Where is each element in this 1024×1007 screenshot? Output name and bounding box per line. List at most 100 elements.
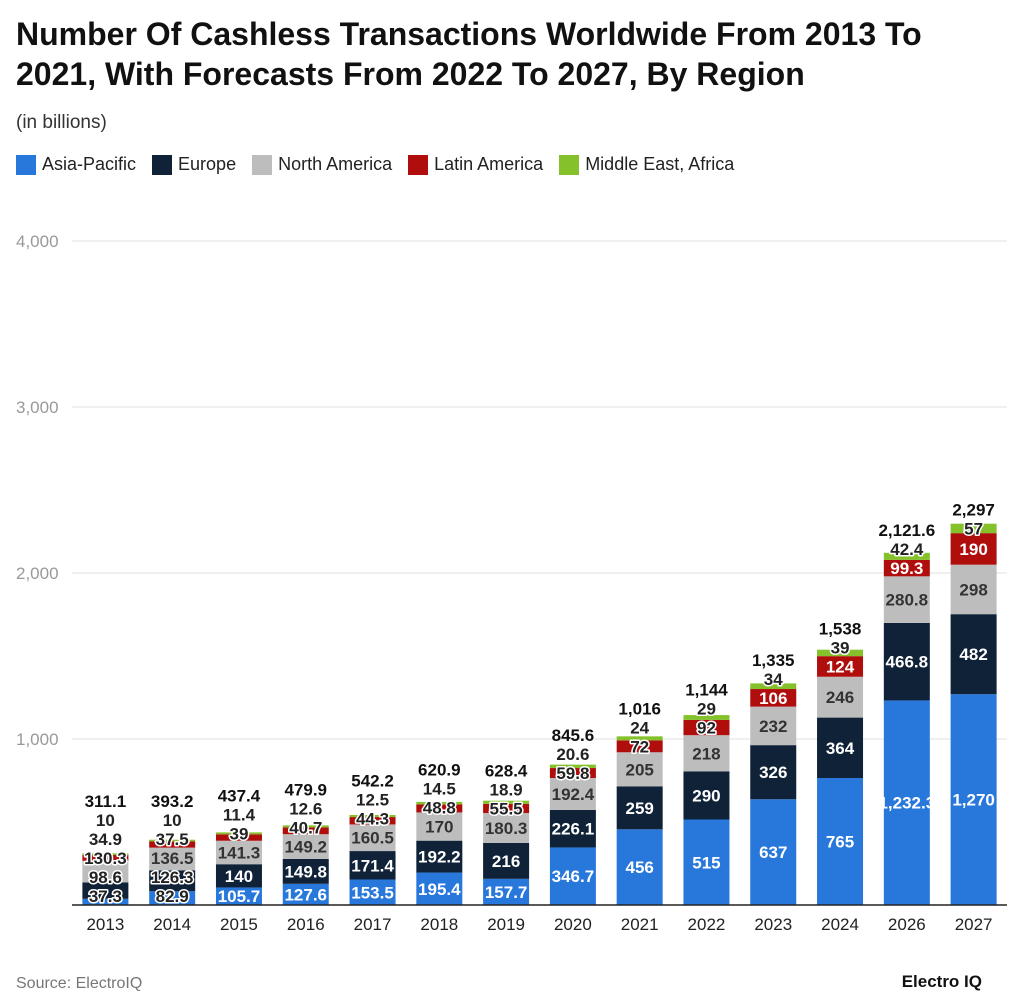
legend: Asia-Pacific Europe North America Latin Ame… <box>16 154 734 175</box>
x-tick-label: 2018 <box>420 915 458 934</box>
data-label: 153.5 <box>351 883 394 902</box>
data-label: 205 <box>625 760 653 779</box>
bar-segment <box>416 812 463 841</box>
total-label: 1,538 <box>819 619 862 638</box>
bar-segment <box>215 832 262 835</box>
bar-segment <box>416 840 463 873</box>
data-label: 39 <box>230 824 249 843</box>
bar-segment <box>416 804 463 813</box>
y-tick-label: 4,000 <box>16 232 59 251</box>
bar-segment <box>616 736 663 741</box>
data-label: 157.7 <box>485 883 528 902</box>
bar-segment <box>950 564 997 615</box>
data-label: 98.6 <box>89 868 122 887</box>
data-label: 11.4 <box>223 805 256 824</box>
bar-segment <box>416 872 463 905</box>
bar-segment <box>549 847 596 905</box>
bar-segment <box>616 829 663 905</box>
data-label: 72 <box>630 737 649 756</box>
legend-label: North America <box>278 154 393 174</box>
data-label: 346.7 <box>552 867 595 886</box>
data-label: 12.5 <box>356 791 389 810</box>
data-label: 192.2 <box>418 848 461 867</box>
legend-swatch <box>408 154 429 175</box>
data-label: 190 <box>959 540 987 559</box>
data-label: 29 <box>697 700 716 719</box>
x-tick-label: 2027 <box>955 915 993 934</box>
bar-segment <box>616 752 663 787</box>
data-label: 149.2 <box>284 838 327 857</box>
data-label: 1,232.3 <box>878 794 935 813</box>
total-label: 542.2 <box>351 772 394 791</box>
bar-segment <box>549 777 596 810</box>
bar-segment <box>883 559 930 577</box>
bar-segment <box>483 878 530 905</box>
data-label: 364 <box>826 739 855 758</box>
data-label: 482 <box>959 645 987 664</box>
data-label: 37.5 <box>156 830 189 849</box>
y-tick-label: 1,000 <box>16 730 59 749</box>
legend-swatch <box>16 154 36 175</box>
data-label: 637 <box>759 843 787 862</box>
bar-segment <box>616 786 663 830</box>
bar-segment <box>282 834 329 859</box>
data-label: 141.3 <box>218 843 261 862</box>
data-label: 466.8 <box>886 653 929 672</box>
data-label: 10 <box>96 811 115 830</box>
bar-segment <box>750 799 797 905</box>
total-label: 1,016 <box>618 699 661 718</box>
data-label: 55.5 <box>490 799 523 818</box>
total-label: 628.4 <box>485 761 528 780</box>
data-label: 130.3 <box>84 849 127 868</box>
x-tick-label: 2014 <box>153 915 191 934</box>
legend-swatch <box>252 154 273 175</box>
data-label: 218 <box>692 744 720 763</box>
x-tick-label: 2021 <box>621 915 659 934</box>
bar-segment <box>683 719 730 736</box>
data-label: 42.4 <box>890 540 924 559</box>
data-label: 298 <box>959 580 987 599</box>
data-label: 326 <box>759 763 787 782</box>
data-label: 99.3 <box>890 559 923 578</box>
bar-segment <box>817 717 864 779</box>
legend-item: Europe <box>152 154 236 175</box>
chart-title: Number Of Cashless Transactions Worldwid… <box>16 16 922 92</box>
total-label: 311.1 <box>85 792 127 811</box>
data-label: 171.4 <box>351 856 394 875</box>
bar-segment <box>483 813 530 843</box>
bar-segment <box>883 622 930 701</box>
bar-segment <box>683 819 730 905</box>
data-label: 232 <box>759 717 787 736</box>
data-label: 57 <box>964 519 983 538</box>
x-tick-label: 2013 <box>86 915 124 934</box>
bar-segment <box>82 855 129 861</box>
bar-segment <box>149 870 196 892</box>
bar-segment <box>349 879 396 905</box>
legend-swatch <box>152 154 173 175</box>
data-label: 280.8 <box>886 591 929 610</box>
data-label: 456 <box>625 858 653 877</box>
data-label: 126.3 <box>151 868 194 887</box>
bar-segment <box>549 809 596 848</box>
bar-segment <box>817 649 864 657</box>
data-label: 246 <box>826 688 854 707</box>
bar-segment <box>483 800 530 804</box>
bar-segment <box>950 694 997 905</box>
total-label: 845.6 <box>552 726 595 745</box>
bar-segment <box>883 700 930 905</box>
total-label: 1,335 <box>752 651 795 670</box>
bar-segment <box>82 860 129 883</box>
bar-segment <box>282 858 329 884</box>
legend-label: Middle East, Africa <box>585 154 735 174</box>
data-label: 226.1 <box>552 820 595 839</box>
bar-segment <box>549 768 596 778</box>
total-label: 620.9 <box>418 761 461 780</box>
total-label: 437.4 <box>218 786 261 805</box>
bar-segment <box>817 778 864 905</box>
total-label: 2,121.6 <box>878 521 935 540</box>
data-label: 106 <box>759 689 787 708</box>
bar-segment <box>950 523 997 534</box>
x-tick-label: 2023 <box>754 915 792 934</box>
data-label: 127.6 <box>284 885 327 904</box>
